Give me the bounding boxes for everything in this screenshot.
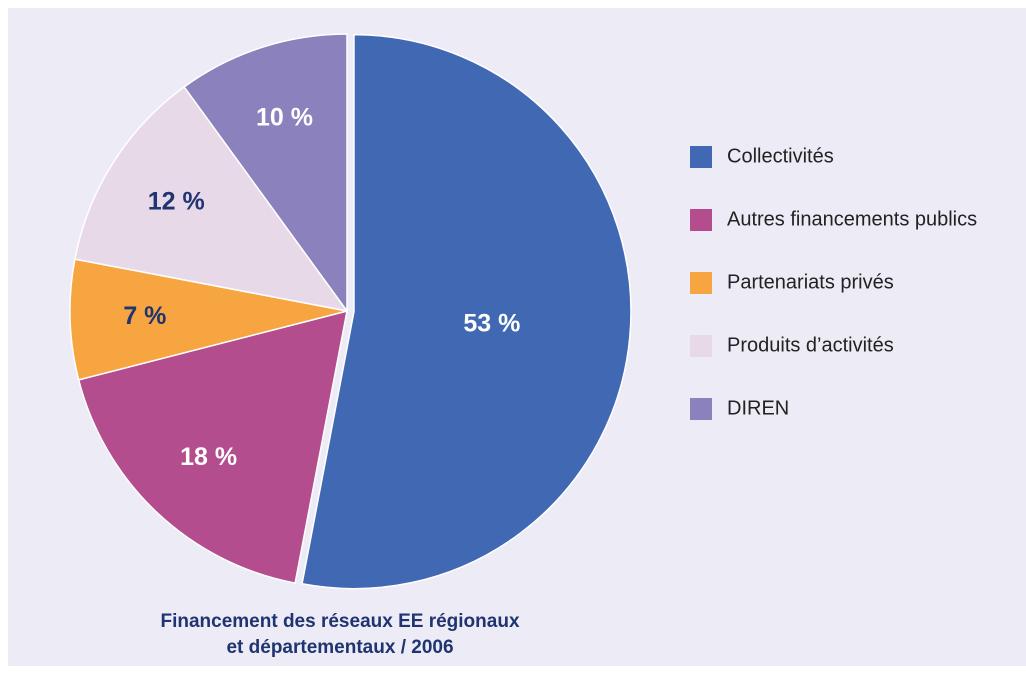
legend-swatch [690,335,712,357]
pie-slice [69,258,348,381]
pie-slice [77,309,348,584]
data-label: 12 % [148,187,205,215]
legend-swatch [690,209,712,231]
data-label: 10 % [256,103,313,131]
legend-label: Collectivités [727,145,834,167]
data-label: 53 % [463,309,520,337]
legend-label: Autres financements publics [727,208,977,230]
chart-title: et départementaux / 2006 [226,637,453,658]
pie-slice [183,33,348,314]
legend-swatch [690,146,712,168]
legend-swatch [690,272,712,294]
legend-label: Produits d’activités [727,334,894,356]
data-label: 7 % [123,302,166,330]
legend-label: Partenariats privés [727,271,894,293]
pie-slice [301,33,632,590]
legend-swatch [690,398,712,420]
legend-label: DIREN [727,397,789,419]
chart-title: Financement des réseaux EE régionaux [160,611,519,632]
pie-slice [74,85,349,313]
data-label: 18 % [180,443,237,471]
